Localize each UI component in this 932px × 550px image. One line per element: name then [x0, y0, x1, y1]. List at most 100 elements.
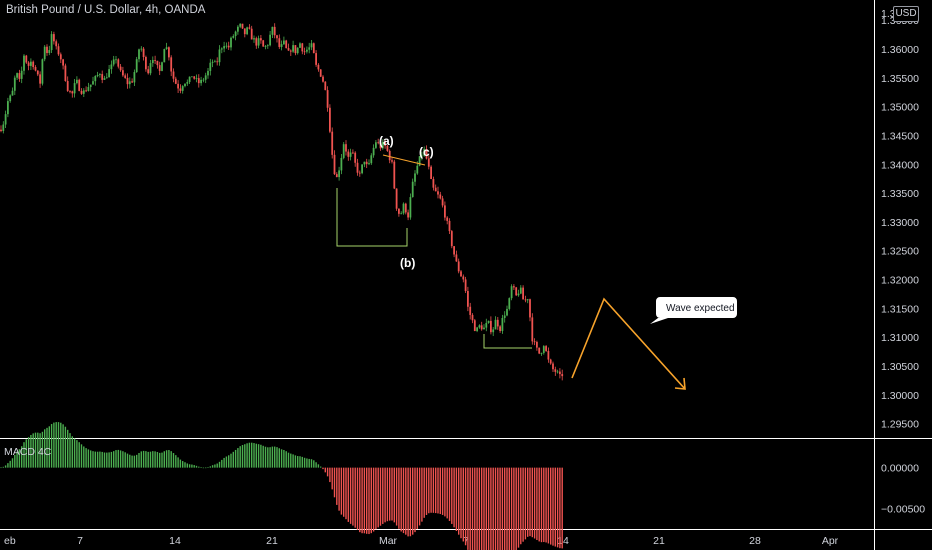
macd-bar [531, 467, 533, 538]
candle-body [453, 246, 455, 255]
macd-bar [301, 456, 303, 468]
candle-body [365, 161, 368, 165]
candle-body [50, 34, 53, 51]
macd-bar [398, 467, 400, 529]
macd-bar [200, 467, 202, 468]
wave-projection-path[interactable] [571, 297, 686, 390]
candle-body [34, 67, 37, 71]
candle-body [276, 35, 278, 39]
macd-bar [471, 467, 474, 550]
macd-bar [386, 467, 389, 522]
candle-body [20, 70, 23, 79]
macd-bar [368, 467, 370, 535]
candle-body [379, 142, 382, 149]
currency-button[interactable]: USD [893, 6, 919, 22]
candle-body [301, 43, 304, 52]
macd-bar [39, 433, 41, 468]
candle-body [398, 208, 400, 214]
candle-body [540, 352, 543, 354]
candle-body [340, 157, 343, 171]
candle-body [223, 46, 225, 49]
candle-body [285, 40, 288, 49]
wave-b-range[interactable] [336, 188, 408, 247]
candle-body [352, 152, 354, 154]
candle-body [414, 173, 416, 182]
candle-body [145, 57, 147, 70]
macd-bar [103, 452, 106, 468]
candle-body [432, 178, 435, 188]
wave-b-label: (b) [400, 256, 415, 270]
macd-bar [239, 446, 241, 468]
candle-body [487, 320, 490, 323]
candle-body [163, 49, 166, 63]
candle-body [80, 90, 83, 94]
candle-body [11, 90, 14, 96]
candle-body [2, 124, 5, 131]
macd-bar [221, 459, 223, 468]
macd-bar [257, 444, 260, 468]
candle-body [464, 279, 467, 292]
macd-bar [269, 447, 271, 468]
candle-body [460, 271, 462, 277]
macd-bar [303, 457, 306, 468]
candle-body [243, 28, 246, 35]
candle-body [18, 73, 21, 79]
macd-bar [280, 449, 283, 468]
macd-bar [37, 432, 39, 468]
macd-bar [115, 450, 117, 468]
candle-body [384, 141, 386, 146]
macd-bar [184, 462, 186, 468]
macd-bar [349, 467, 352, 524]
macd-bar [136, 454, 138, 468]
macd-bar [262, 445, 264, 468]
macd-bar [172, 453, 175, 468]
candle-body [561, 374, 564, 377]
macd-bar [441, 467, 444, 515]
macd-bar [73, 438, 76, 468]
macd-bar [21, 446, 23, 468]
macd-bar [492, 467, 494, 550]
macd-bar [234, 449, 237, 468]
macd-bar [168, 450, 170, 468]
candle-body [411, 181, 414, 198]
macd-bar [306, 458, 308, 468]
macd-bar [402, 467, 405, 534]
macd-bar [41, 431, 44, 468]
macd-bar [559, 467, 561, 549]
candle-body [232, 36, 235, 38]
candle-body [312, 43, 315, 54]
candle-body [4, 114, 7, 125]
candle-body [391, 160, 393, 162]
macd-bar [138, 452, 140, 468]
callout-bubble[interactable]: Wave expected [650, 297, 737, 324]
macd-bar [439, 467, 441, 515]
macd-bar [409, 467, 412, 537]
macd-bar [124, 452, 126, 468]
macd-bar [99, 451, 101, 468]
flat-range[interactable] [483, 334, 532, 349]
price-axis: 1.365001.360001.355001.350001.345001.340… [881, 8, 919, 431]
macd-bar [287, 452, 290, 468]
macd-indicator-label[interactable]: MACD 4C [4, 446, 52, 458]
candle-body [241, 23, 244, 29]
macd-bar [370, 467, 372, 534]
candle-body [188, 76, 191, 83]
candle-body [85, 90, 87, 92]
macd-bar [294, 455, 297, 468]
wave-a-c-line[interactable] [382, 154, 426, 166]
candle-body [39, 74, 41, 84]
macd-bar [253, 443, 255, 468]
macd-bar [246, 443, 248, 468]
macd-bar [292, 454, 294, 468]
candle-body [393, 161, 396, 189]
macd-bar [315, 462, 317, 468]
macd-tick-label: 0.00000 [881, 463, 919, 475]
candle-body [0, 129, 2, 131]
macd-bar [50, 424, 53, 468]
candle-body [115, 59, 117, 61]
macd-bar [458, 467, 460, 535]
candle-body [549, 359, 552, 364]
candle-body [257, 38, 260, 46]
time-tick-label: Apr [822, 535, 839, 547]
